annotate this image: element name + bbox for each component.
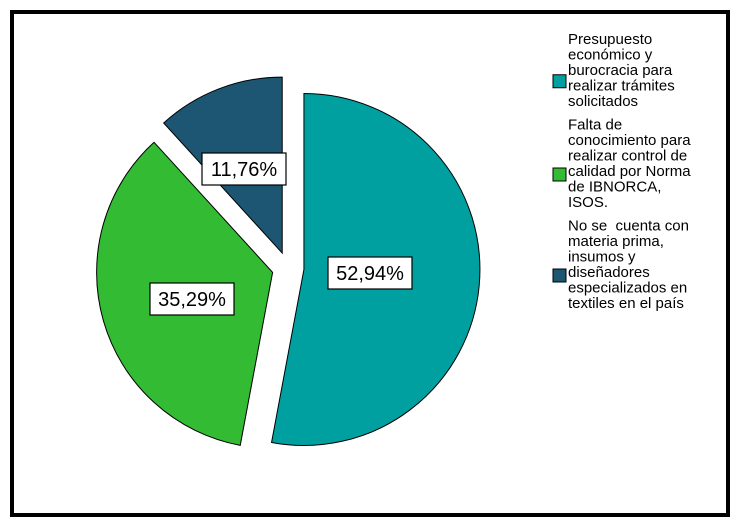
legend-label: Presupuesto económico y burocracia para rea… [568,31,675,110]
legend-label: Falta de conocimiento para realizar contro… [568,117,691,212]
pie-slices [96,76,481,446]
legend-swatch [552,268,567,283]
data-label-1: 52,94% [327,256,413,290]
data-label-2: 35,29% [149,282,235,316]
data-label-box [327,256,413,290]
legend-item-1: Presupuesto económico y burocracia para rea… [552,31,675,110]
data-label-text: 52,94% [336,263,404,285]
legend-item-2: Falta de conocimiento para realizar contro… [552,117,691,212]
legend-swatch [552,74,567,89]
data-label-box [201,152,287,186]
legend-swatch [552,167,567,182]
data-label-box [149,282,235,316]
data-label-3: 11,76% [201,152,287,186]
legend: Presupuesto económico y burocracia para rea… [552,31,691,313]
data-label-text: 35,29% [158,289,226,311]
data-label-text: 11,76% [211,159,278,181]
pie-data-labels: 52,94% 35,29% 11,76% [149,152,413,316]
